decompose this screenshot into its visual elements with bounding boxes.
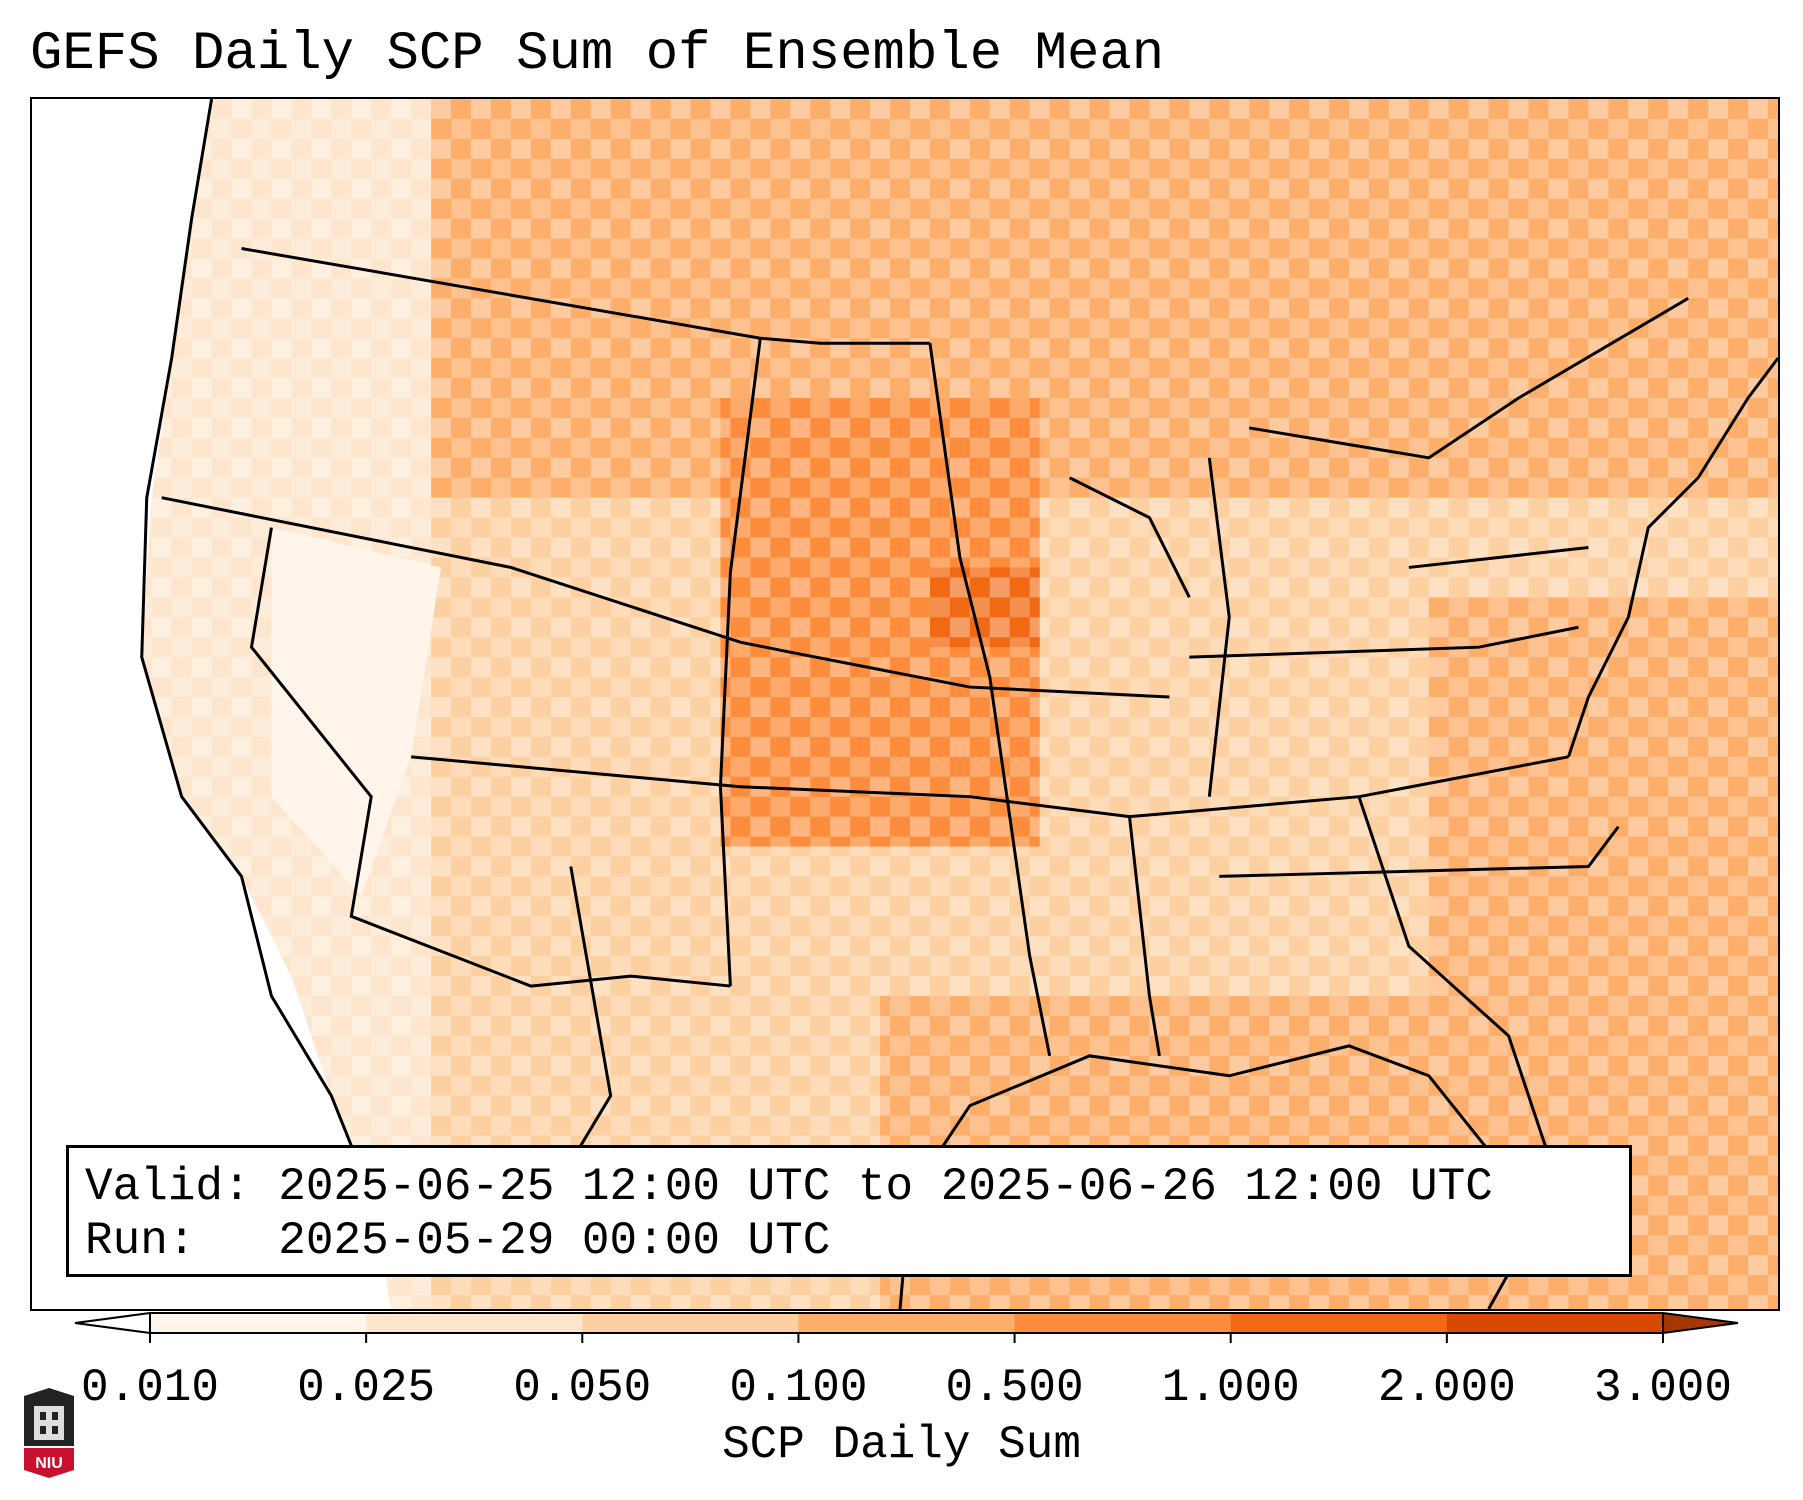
map-frame bbox=[30, 97, 1780, 1311]
colorbar-tick-label-5: 1.000 bbox=[1162, 1362, 1300, 1414]
colorbar-label: SCP Daily Sum bbox=[722, 1419, 1081, 1471]
scp-map bbox=[32, 99, 1778, 1309]
colorbar-tick-label-0: 0.010 bbox=[81, 1362, 219, 1414]
colorbar-segment-6 bbox=[1446, 1313, 1664, 1333]
valid-run-info-box: Valid: 2025-06-25 12:00 UTC to 2025-06-2… bbox=[66, 1145, 1632, 1277]
colorbar-tick-label-7: 3.000 bbox=[1594, 1362, 1732, 1414]
colorbar-tick-label-6: 2.000 bbox=[1378, 1362, 1516, 1414]
valid-row: Valid: 2025-06-25 12:00 UTC to 2025-06-2… bbox=[85, 1160, 1613, 1214]
colorbar-tick-label-1: 0.025 bbox=[297, 1362, 435, 1414]
valid-label: Valid: bbox=[85, 1161, 251, 1213]
state-boundaries bbox=[140, 99, 1689, 1197]
valid-value: 2025-06-25 12:00 UTC to 2025-06-26 12:00… bbox=[278, 1161, 1493, 1213]
colorbar-segment-1 bbox=[366, 1313, 583, 1333]
colorbar-tick-label-4: 0.500 bbox=[946, 1362, 1084, 1414]
great-basin-white bbox=[271, 527, 442, 897]
colorbar-tick-label-2: 0.050 bbox=[513, 1362, 651, 1414]
west-coast-land-white bbox=[32, 99, 392, 1309]
colorbar-segment-5 bbox=[1230, 1313, 1448, 1333]
colorbar-frame bbox=[149, 1312, 1664, 1334]
colorbar-segment-3 bbox=[798, 1313, 1016, 1333]
map-title: GEFS Daily SCP Sum of Ensemble Mean bbox=[30, 24, 1165, 85]
colorbar-segment-2 bbox=[582, 1313, 799, 1333]
run-value: 2025-05-29 00:00 UTC bbox=[278, 1215, 831, 1267]
run-label: Run: bbox=[85, 1215, 196, 1267]
run-row: Run: 2025-05-29 00:00 UTC bbox=[85, 1214, 1613, 1268]
niu-logo: NIU bbox=[24, 1388, 74, 1478]
colorbar-segment-0 bbox=[150, 1313, 367, 1333]
colorbar-over-arrow bbox=[1662, 1311, 1739, 1335]
colorbar-tick-label-3: 0.100 bbox=[729, 1362, 867, 1414]
logo-text: NIU bbox=[35, 1455, 63, 1472]
colorbar-under-arrow bbox=[74, 1311, 151, 1335]
colorbar-segment-4 bbox=[1014, 1313, 1232, 1333]
